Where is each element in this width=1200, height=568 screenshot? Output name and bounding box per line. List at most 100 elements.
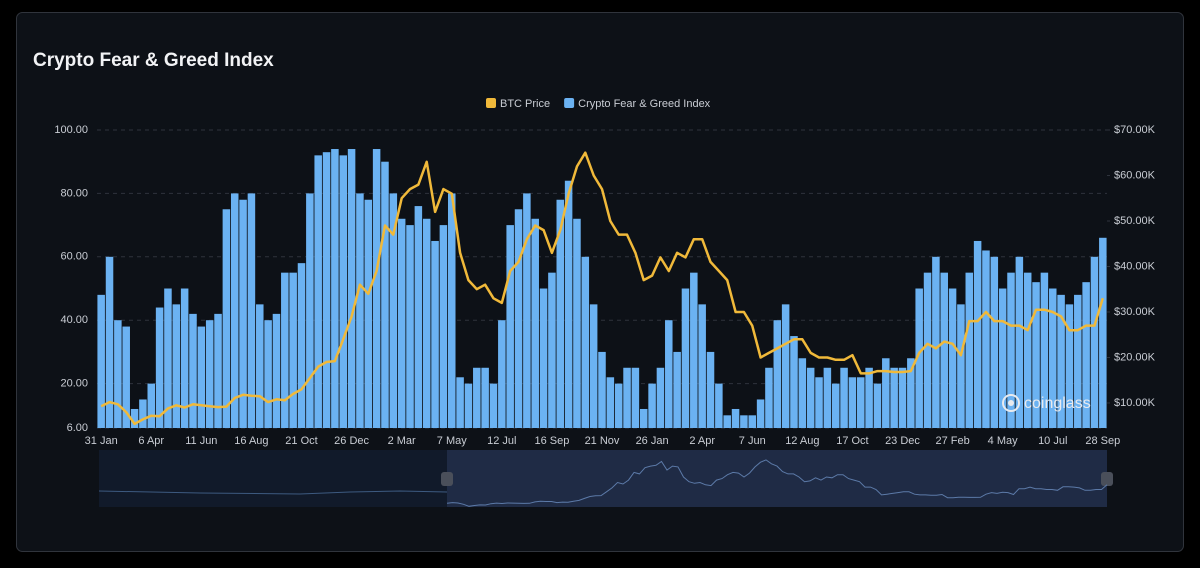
- y2-tick-label: $10.00K: [1114, 397, 1156, 409]
- bar: [498, 320, 506, 428]
- bar: [665, 320, 673, 428]
- x-tick-label: 7 Jun: [739, 435, 766, 447]
- bar: [130, 408, 139, 428]
- navigator-history: [98, 490, 448, 495]
- bar: [306, 193, 314, 428]
- x-tick-label: 31 Jan: [85, 435, 118, 447]
- x-tick-label: 10 Jul: [1038, 435, 1067, 447]
- bar: [639, 408, 648, 428]
- bar: [581, 256, 590, 428]
- y-tick-label: 6.00: [67, 422, 88, 434]
- bar: [781, 304, 790, 428]
- navigator-handle[interactable]: [1101, 472, 1113, 486]
- bar: [865, 367, 873, 428]
- bar: [915, 288, 923, 428]
- bar: [264, 320, 272, 428]
- bar: [514, 209, 523, 428]
- bar: [1090, 256, 1099, 428]
- bar: [965, 272, 974, 428]
- navigator-line: [446, 459, 1108, 507]
- bar: [706, 351, 715, 428]
- line: [100, 151, 1104, 426]
- x-tick-label: 27 Feb: [935, 435, 969, 447]
- navigator-handle[interactable]: [441, 472, 453, 486]
- bar: [122, 326, 130, 428]
- bar: [297, 263, 306, 428]
- bar: [823, 367, 832, 428]
- y-tick-label: 60.00: [60, 251, 88, 263]
- bar: [180, 288, 189, 428]
- bar: [831, 383, 840, 428]
- legend-label[interactable]: Crypto Fear & Greed Index: [578, 98, 711, 110]
- x-tick-label: 23 Dec: [885, 435, 920, 447]
- legend-label[interactable]: BTC Price: [500, 98, 550, 110]
- bar: [197, 326, 206, 428]
- y-tick-label: 100.00: [54, 124, 88, 136]
- bar: [473, 367, 481, 428]
- bar: [623, 367, 631, 428]
- bar: [1015, 256, 1024, 428]
- x-tick-label: 2 Apr: [689, 435, 715, 447]
- x-tick-label: 16 Sep: [534, 435, 569, 447]
- bar: [614, 383, 623, 428]
- x-tick-label: 21 Oct: [285, 435, 317, 447]
- bar: [973, 240, 982, 428]
- legend-swatch: [564, 98, 575, 108]
- x-tick-label: 28 Sep: [1085, 435, 1120, 447]
- bar: [857, 377, 865, 428]
- bar: [606, 377, 615, 428]
- bar: [356, 193, 364, 428]
- bar: [230, 193, 239, 428]
- bar: [681, 288, 690, 428]
- bar: [1007, 272, 1015, 428]
- bar: [1082, 282, 1090, 428]
- x-tick-label: 12 Jul: [487, 435, 516, 447]
- bar: [272, 313, 281, 428]
- bar: [281, 272, 289, 428]
- bar: [1032, 282, 1040, 428]
- bar: [489, 383, 498, 428]
- bar: [322, 152, 331, 429]
- bar: [990, 256, 999, 428]
- x-tick-label: 7 May: [437, 435, 467, 447]
- bar: [523, 193, 531, 428]
- bar: [998, 288, 1007, 428]
- bar: [948, 288, 957, 428]
- bar: [1048, 288, 1057, 428]
- legend: BTC Price Crypto Fear & Greed Index: [486, 98, 711, 110]
- bar: [840, 367, 848, 428]
- x-tick-label: 6 Apr: [138, 435, 164, 447]
- navigator-selection[interactable]: [447, 450, 1107, 507]
- bar: [756, 399, 765, 428]
- bar: [214, 313, 222, 428]
- bar: [564, 180, 573, 428]
- bar: [656, 367, 665, 428]
- y-tick-label: 80.00: [60, 187, 88, 199]
- bar: [464, 383, 473, 428]
- bar: [222, 209, 231, 428]
- bar: [748, 415, 757, 428]
- y2-tick-label: $20.00K: [1114, 351, 1156, 363]
- bar: [765, 367, 773, 428]
- bar: [256, 304, 264, 428]
- bar: [690, 272, 698, 428]
- bar: [397, 218, 406, 428]
- bar: [389, 193, 398, 428]
- bar: [539, 288, 548, 428]
- bar: [673, 351, 681, 428]
- bar: [189, 313, 197, 428]
- y2-tick-label: $50.00K: [1114, 215, 1156, 227]
- bar: [239, 199, 247, 428]
- bar: [631, 367, 640, 428]
- x-tick-label: 16 Aug: [234, 435, 268, 447]
- y2-tick-label: $70.00K: [1114, 124, 1156, 136]
- bar: [105, 256, 114, 428]
- bar: [1065, 304, 1074, 428]
- bar: [598, 351, 606, 428]
- bar: [715, 383, 723, 428]
- watermark: coinglass: [1024, 395, 1091, 412]
- bar: [548, 272, 556, 428]
- chart-title: Crypto Fear & Greed Index: [33, 50, 274, 71]
- bar: [806, 367, 815, 428]
